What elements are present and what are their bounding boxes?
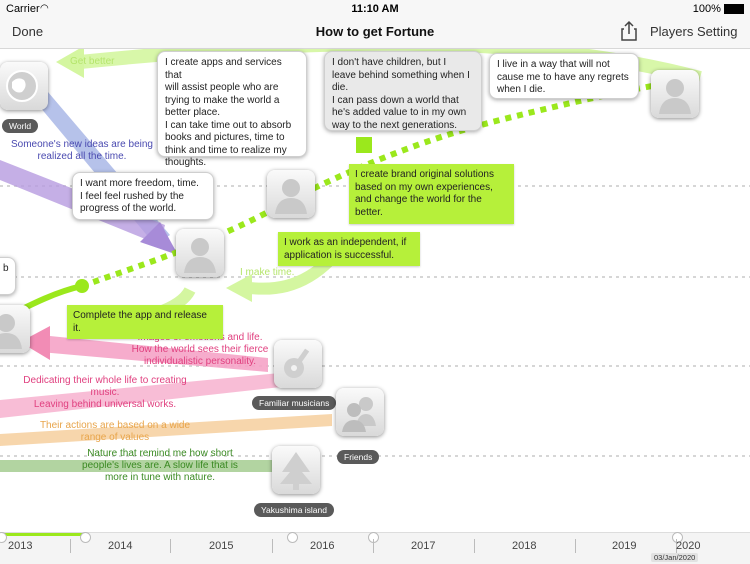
globe-icon — [6, 70, 38, 102]
year-label: 2014 — [108, 540, 133, 552]
year-label: 2018 — [512, 540, 537, 552]
done-button[interactable]: Done — [12, 24, 44, 39]
page-title: How to get Fortune — [315, 24, 435, 39]
make-time-arrowhead — [226, 274, 252, 302]
timeline-knob[interactable] — [672, 532, 683, 543]
purple-arrowhead — [140, 222, 178, 255]
person-icon — [275, 179, 307, 214]
make-time-arrow — [249, 255, 335, 295]
note-independent[interactable]: I work as an independent, if application … — [278, 232, 420, 266]
status-bar: Carrier ◠ 11:10 AM 100% — [0, 0, 750, 18]
person-icon — [659, 79, 691, 114]
carrier-label: Carrier — [6, 3, 40, 15]
timeline-tick — [474, 539, 475, 553]
yakushima-avatar[interactable] — [272, 446, 320, 494]
timeline-tick — [676, 539, 677, 553]
person-avatar-partial[interactable] — [0, 305, 30, 353]
setting-button[interactable]: Setting — [697, 24, 738, 39]
players-button[interactable]: Players — [650, 24, 694, 39]
nature-band — [0, 460, 272, 472]
progress-node-2 — [356, 137, 372, 153]
world-avatar[interactable] — [0, 62, 48, 110]
pink-arrowhead — [20, 326, 50, 360]
speech-bubble-freedom[interactable]: I want more freedom, time. I feel feel ru… — [72, 172, 214, 220]
musicians-tag: Familiar musicians — [252, 396, 337, 410]
world-tag: World — [2, 119, 39, 133]
tree-icon — [280, 452, 312, 490]
clock: 11:10 AM — [351, 3, 399, 15]
note-complete-app[interactable]: Complete the app and release it. — [67, 305, 223, 339]
friends-tag: Friends — [337, 450, 380, 464]
year-label: 2019 — [612, 540, 637, 552]
timeline-knob[interactable] — [287, 532, 298, 543]
battery-icon — [724, 4, 744, 15]
timeline-knob[interactable] — [80, 532, 91, 543]
actions-label: Their actions are based on a wide range o… — [39, 420, 191, 443]
share-icon[interactable] — [620, 20, 638, 45]
speech-bubble-apps[interactable]: I create apps and services that will assi… — [157, 51, 307, 168]
year-label: 2013 — [8, 540, 33, 552]
wifi-icon: ◠ — [40, 3, 49, 14]
speech-bubble-partial[interactable]: b — [0, 257, 16, 295]
person-icon — [0, 314, 22, 349]
person-avatar-2[interactable] — [267, 170, 315, 218]
person-icon — [184, 238, 216, 273]
note-brand-solutions[interactable]: I create brand original solutions based o… — [349, 164, 514, 224]
timeline-tick — [70, 539, 71, 553]
musicians-avatar[interactable] — [274, 340, 322, 388]
make-time-label: I make time. — [240, 267, 295, 278]
timeline-tick — [170, 539, 171, 553]
friends-avatar[interactable] — [336, 388, 384, 436]
nature-label: Nature that remind me how short people's … — [82, 448, 238, 483]
person-avatar-3[interactable] — [651, 70, 699, 118]
current-date-label: 03/Jan/2020 — [651, 553, 699, 562]
year-label: 2017 — [411, 540, 436, 552]
pink-arrow-2 — [0, 372, 290, 418]
get-better-label: Get better — [70, 56, 115, 67]
get-better-arrowhead — [56, 46, 84, 78]
yakushima-tag: Yakushima island — [254, 503, 334, 517]
orange-arrow — [0, 414, 332, 446]
timeline-tick — [272, 539, 273, 553]
dedicating-label: Dedicating their whole life to creating m… — [23, 375, 187, 410]
timeline-knob[interactable] — [0, 532, 7, 543]
timeline-progress — [0, 533, 85, 536]
timeline-tick — [373, 539, 374, 553]
friends-icon — [342, 397, 376, 432]
progress-node-1 — [75, 279, 89, 293]
person-avatar-1[interactable] — [176, 229, 224, 277]
battery-label: 100% — [693, 3, 744, 15]
timeline-tick — [575, 539, 576, 553]
year-label: 2015 — [209, 540, 234, 552]
new-ideas-label: Someone's new ideas are being realized al… — [10, 139, 153, 162]
guitar-icon — [284, 348, 310, 378]
speech-bubble-no-regrets[interactable]: I live in a way that will not cause me to… — [489, 53, 639, 99]
year-label: 2020 — [676, 540, 701, 552]
pink-arrow-1 — [40, 335, 268, 372]
year-label: 2016 — [310, 540, 335, 552]
navigation-bar: Done How to get Fortune Players Setting — [0, 18, 750, 49]
